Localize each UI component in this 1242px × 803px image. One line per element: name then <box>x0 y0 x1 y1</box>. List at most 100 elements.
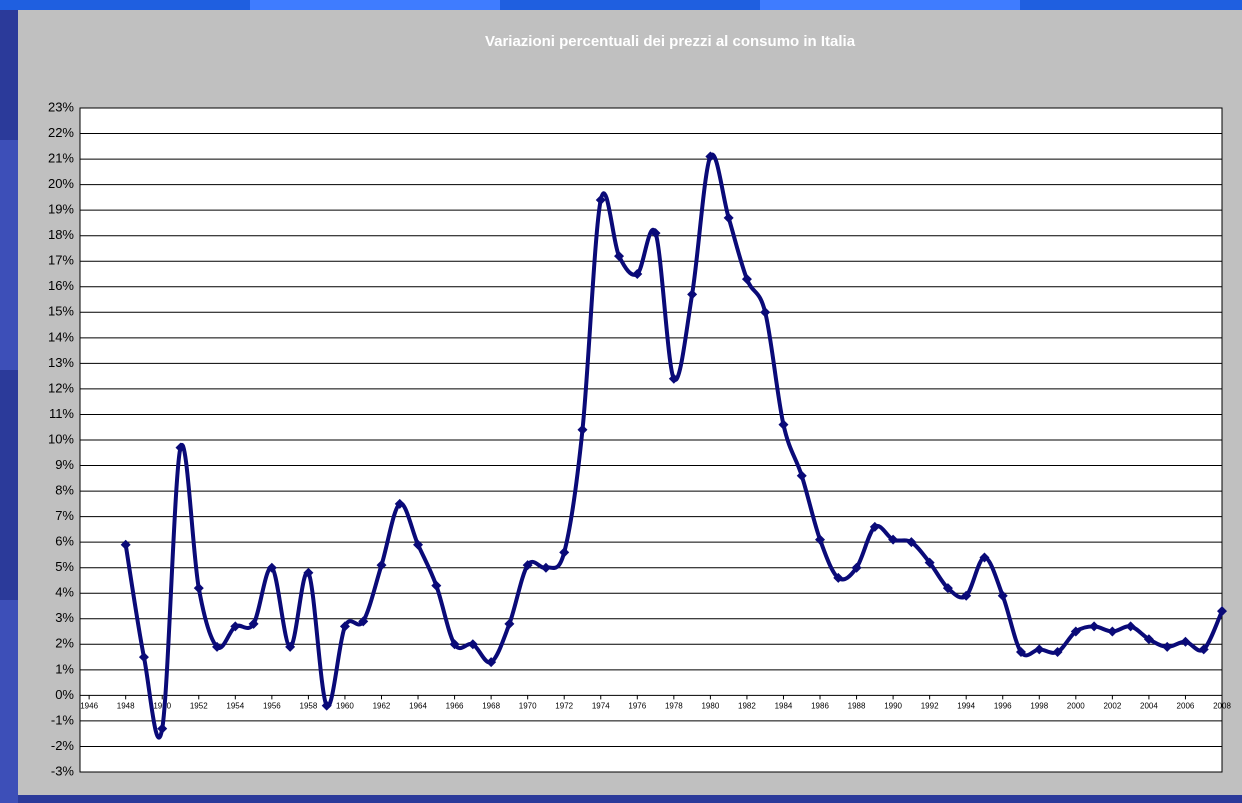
y-tick-label: -3% <box>51 763 75 778</box>
marker <box>888 534 899 545</box>
marker <box>486 657 497 668</box>
x-tick-label: 2004 <box>1140 701 1158 710</box>
marker <box>815 534 826 545</box>
marker <box>303 567 314 578</box>
marker <box>1070 626 1081 637</box>
marker <box>942 583 953 594</box>
y-tick-label: 5% <box>55 559 74 574</box>
marker <box>1198 644 1209 655</box>
marker <box>522 560 533 571</box>
y-tick-label: 7% <box>55 508 74 523</box>
marker <box>1052 646 1063 657</box>
marker <box>668 373 679 384</box>
x-tick-label: 2000 <box>1067 701 1085 710</box>
marker <box>266 562 277 573</box>
y-tick-label: 4% <box>55 585 74 600</box>
x-tick-label: 1958 <box>300 701 318 710</box>
marker <box>760 307 771 318</box>
y-tick-label: 0% <box>55 687 74 702</box>
x-tick-label: 1956 <box>263 701 281 710</box>
marker <box>595 194 606 205</box>
marker <box>193 583 204 594</box>
marker <box>851 562 862 573</box>
y-tick-label: 22% <box>48 125 74 140</box>
marker <box>778 419 789 430</box>
marker <box>961 590 972 601</box>
x-tick-label: 1974 <box>592 701 610 710</box>
marker <box>175 442 186 453</box>
x-tick-label: 1992 <box>921 701 939 710</box>
x-tick-label: 1960 <box>336 701 354 710</box>
y-tick-label: 6% <box>55 534 74 549</box>
marker <box>467 639 478 650</box>
marker <box>413 539 424 550</box>
marker <box>504 618 515 629</box>
x-tick-label: 1990 <box>884 701 902 710</box>
slide-top-band <box>760 0 1020 10</box>
y-tick-label: 19% <box>48 202 74 217</box>
y-tick-label: 1% <box>55 661 74 676</box>
marker <box>1162 641 1173 652</box>
marker <box>924 557 935 568</box>
marker <box>358 616 369 627</box>
slide-left-band <box>0 600 18 803</box>
line <box>123 152 1224 740</box>
y-tick-label: 11% <box>49 406 74 421</box>
y-tick-label: 17% <box>48 253 74 268</box>
x-tick-label: 1964 <box>409 701 427 710</box>
y-tick-label: 8% <box>55 483 74 498</box>
x-tick-label: 1998 <box>1030 701 1048 710</box>
marker <box>577 424 588 435</box>
marker <box>394 498 405 509</box>
x-tick-label: 1966 <box>446 701 464 710</box>
marker <box>796 470 807 481</box>
marker <box>741 274 752 285</box>
marker <box>1107 626 1118 637</box>
x-tick-label: 1976 <box>628 701 646 710</box>
y-tick-label: 2% <box>55 636 74 651</box>
y-tick-label: 13% <box>48 355 74 370</box>
marker <box>869 521 880 532</box>
y-tick-label: 23% <box>48 99 74 114</box>
marker <box>833 572 844 583</box>
y-tick-label: 9% <box>55 457 74 472</box>
marker <box>540 562 551 573</box>
x-tick-label: 1980 <box>701 701 719 710</box>
x-tick-label: 1978 <box>665 701 683 710</box>
marker <box>705 151 716 162</box>
marker <box>1217 606 1227 617</box>
y-tick-label: 10% <box>48 431 74 446</box>
x-tick-label: 1952 <box>190 701 208 710</box>
marker <box>285 641 296 652</box>
y-tick-label: 3% <box>55 610 74 625</box>
marker <box>687 289 698 300</box>
marker <box>376 560 387 571</box>
x-tick-label: 1996 <box>994 701 1012 710</box>
y-tick-label: -1% <box>51 712 75 727</box>
y-tick-label: 15% <box>48 304 74 319</box>
slide-top-band <box>250 0 500 10</box>
y-tick-label: 20% <box>48 176 74 191</box>
marker <box>248 618 259 629</box>
marker <box>120 539 131 550</box>
marker <box>1180 636 1191 647</box>
marker <box>614 251 625 262</box>
marker <box>212 641 223 652</box>
marker <box>979 552 990 563</box>
x-tick-label: 2006 <box>1177 701 1195 710</box>
chart-title: Variazioni percentuali dei prezzi al con… <box>485 33 856 50</box>
y-tick-label: 18% <box>48 227 74 242</box>
marker <box>1125 621 1136 632</box>
marker <box>1143 634 1154 645</box>
y-tick-label: 12% <box>48 380 74 395</box>
slide-top-band <box>0 0 1242 10</box>
marker <box>321 700 332 711</box>
marker <box>1089 621 1100 632</box>
y-tick-label: 14% <box>48 329 74 344</box>
marker <box>1034 644 1045 655</box>
x-tick-label: 1994 <box>957 701 975 710</box>
x-tick-label: 1968 <box>482 701 500 710</box>
x-tick-label: 2008 <box>1213 701 1231 710</box>
